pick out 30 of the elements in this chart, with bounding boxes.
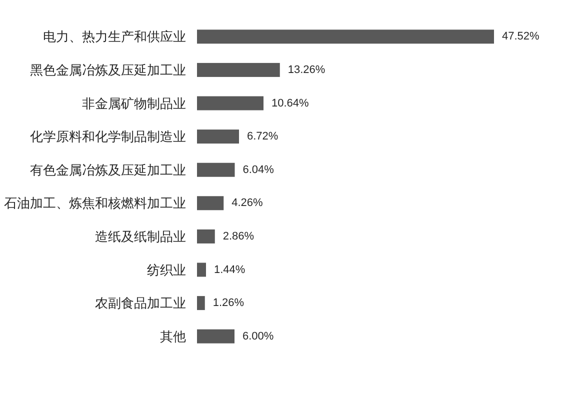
bar xyxy=(197,130,239,144)
data-label: 6.00% xyxy=(242,330,274,342)
bar xyxy=(197,262,206,277)
bar xyxy=(197,329,234,344)
data-label: 1.44% xyxy=(214,264,246,276)
data-label: 47.52% xyxy=(502,30,540,43)
bar xyxy=(197,196,224,210)
data-label: 1.26% xyxy=(212,297,244,310)
y-tick-label: 纺织业 xyxy=(147,262,186,278)
bar xyxy=(197,96,264,110)
data-label: 6.04% xyxy=(242,164,274,176)
bar xyxy=(197,30,494,44)
data-label: 6.72% xyxy=(247,130,278,143)
bar xyxy=(197,62,280,77)
y-tick-label: 农副食品加工业 xyxy=(95,296,186,311)
data-label: 13.26% xyxy=(288,64,326,76)
y-tick-label: 黑色金属冶炼及压延加工业 xyxy=(30,62,186,78)
y-tick-label: 造纸及纸制品业 xyxy=(95,228,186,244)
data-label: 10.64% xyxy=(272,97,310,110)
y-tick-label: 有色金属冶炼及压延加工业 xyxy=(30,162,186,178)
bar xyxy=(197,162,235,177)
data-label: 2.86% xyxy=(222,230,254,242)
bar xyxy=(197,296,205,310)
y-tick-label: 化学原料和化学制品制造业 xyxy=(30,129,186,144)
y-tick-label: 其他 xyxy=(160,328,186,344)
data-label: 4.26% xyxy=(232,197,264,210)
bar xyxy=(197,229,215,244)
y-tick-label: 电力、热力生产和供应业 xyxy=(43,29,186,44)
y-tick-label: 非金属矿物制品业 xyxy=(82,96,186,111)
y-tick-label: 石油加工、炼焦和核燃料加工业 xyxy=(4,196,186,211)
